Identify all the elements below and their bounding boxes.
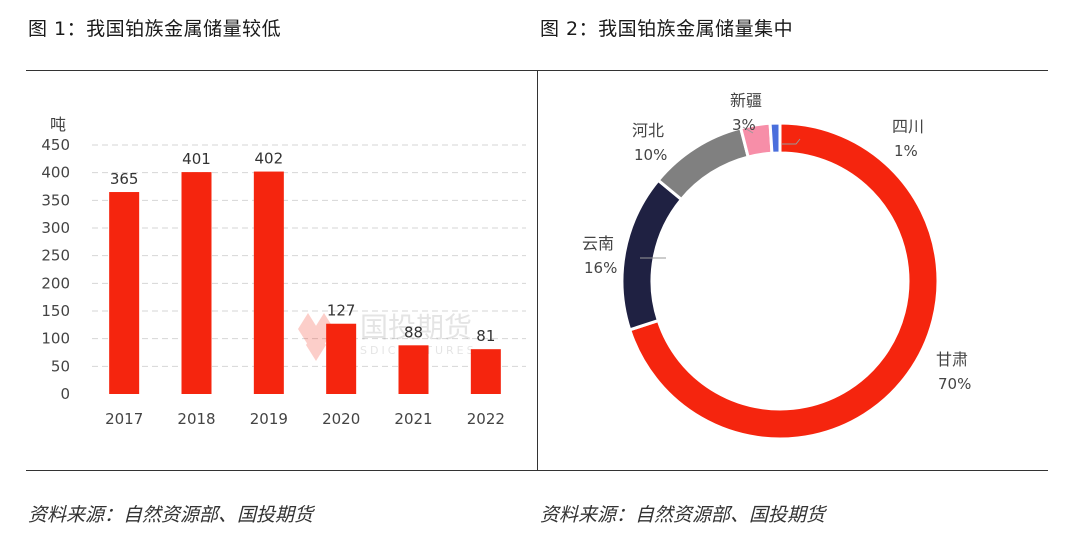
y-tick-label: 0 (60, 385, 70, 403)
slice-labels: 甘肃 70% 云南 16% 河北 10% 新疆 3% 四川 1% (582, 91, 971, 393)
slice-percent-label: 10% (634, 146, 667, 164)
slice-name-label: 云南 (582, 234, 614, 253)
x-tick-label: 2017 (105, 410, 143, 428)
donut-slice (656, 126, 750, 202)
x-tick-label: 2021 (394, 410, 432, 428)
slice-percent-label: 70% (938, 375, 971, 393)
data-label: 81 (476, 327, 495, 345)
donut-slice (620, 178, 684, 332)
bar (398, 345, 429, 394)
y-tick-label: 100 (41, 330, 70, 348)
donut-slice (627, 121, 940, 441)
y-tick-label: 250 (41, 247, 70, 265)
slice-percent-label: 3% (732, 116, 756, 134)
bar-marks (109, 171, 501, 394)
slice-name-label: 河北 (632, 121, 664, 140)
leader-lines (640, 126, 801, 259)
leader-line (742, 126, 754, 134)
x-tick-labels: 2017 2018 2019 2020 2021 2022 (105, 410, 505, 428)
y-tick-label: 150 (41, 302, 70, 320)
data-label: 401 (182, 150, 211, 168)
x-tick-label: 2018 (177, 410, 215, 428)
x-tick-label: 2020 (322, 410, 360, 428)
watermark-cn: 国投期货 (360, 311, 472, 344)
bar-grid (92, 144, 526, 367)
y-tick-label: 450 (41, 136, 70, 154)
bar (253, 171, 284, 394)
donut-chart: 甘肃 70% 云南 16% 河北 10% 新疆 3% 四川 1% (582, 91, 971, 441)
bar (109, 192, 140, 394)
panel-divider (537, 70, 538, 471)
y-tick-labels: 0 50 100 150 200 250 300 350 400 450 (41, 136, 70, 403)
bar-chart: 国投期货 SDIC FUTURES 0 50 100 150 200 250 300 350 4… (41, 115, 526, 428)
donut-slices (620, 121, 940, 441)
donut-slice (768, 121, 782, 155)
y-tick-label: 350 (41, 191, 70, 209)
slice-name-label: 甘肃 (936, 350, 968, 369)
y-axis-unit: 吨 (50, 115, 66, 134)
y-tick-label: 50 (51, 357, 70, 375)
x-tick-label: 2022 (467, 410, 505, 428)
slice-name-label: 四川 (892, 117, 924, 136)
figure-2-title: 图 2：我国铂族金属储量集中 (540, 18, 794, 40)
y-tick-label: 300 (41, 219, 70, 237)
data-labels: 365 401 402 127 88 81 (110, 150, 496, 346)
y-tick-label: 200 (41, 274, 70, 292)
figure-2-source: 资料来源：自然资源部、国投期货 (540, 504, 826, 526)
data-label: 88 (404, 323, 423, 341)
data-label: 402 (255, 150, 284, 168)
watermark: 国投期货 SDIC FUTURES (298, 311, 474, 361)
leader-line (782, 138, 801, 145)
figure-1-title: 图 1：我国铂族金属储量较低 (28, 18, 282, 40)
y-tick-label: 400 (41, 164, 70, 182)
x-tick-label: 2019 (250, 410, 288, 428)
bar (326, 323, 357, 394)
figure-1-source: 资料来源：自然资源部、国投期货 (28, 504, 314, 526)
slice-percent-label: 1% (894, 142, 918, 160)
bar (181, 172, 212, 394)
bar (470, 349, 501, 394)
slice-percent-label: 16% (584, 259, 617, 277)
slice-name-label: 新疆 (730, 91, 762, 110)
data-label: 127 (327, 302, 356, 320)
data-label: 365 (110, 170, 139, 188)
